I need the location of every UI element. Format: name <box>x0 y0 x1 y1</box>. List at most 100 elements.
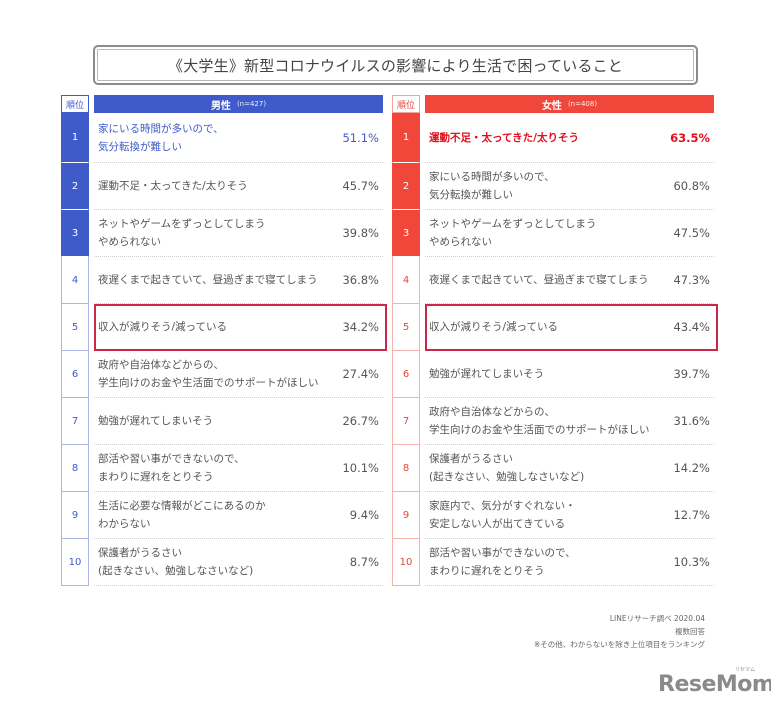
table-row: 3 ネットやゲームをずっとしてしまう やめられない 47.5% <box>392 210 714 257</box>
row-value: 34.2% <box>342 320 379 334</box>
page-title: 《大学生》新型コロナウイルスの影響により生活で困っていること <box>168 56 623 75</box>
row-label: 夜遅くまで起きていて、昼過ぎまで寝てしまう <box>429 274 649 286</box>
row-value: 43.4% <box>673 320 710 334</box>
row-value: 9.4% <box>349 508 379 522</box>
table-row: 6 政府や自治体などからの、 学生向けのお金や生活面でのサポートがほしい 27.4% <box>61 351 383 398</box>
female-ranking-table: 順位 女性 (n=408) 1 運動不足・太ってきた/太りそう 63.5% 2 家にい… <box>392 95 718 586</box>
row-value: 12.7% <box>673 508 710 522</box>
row-value: 39.7% <box>673 367 710 381</box>
row-label: 部活や習い事ができないので、 まわりに遅れをとりそう <box>98 453 245 483</box>
row-value: 31.6% <box>673 414 710 428</box>
rank-cell: 4 <box>61 257 89 304</box>
female-header-label: 女性 <box>541 100 562 112</box>
row-value: 26.7% <box>342 414 379 428</box>
rank-cell: 5 <box>61 304 89 351</box>
table-row: 1 運動不足・太ってきた/太りそう 63.5% <box>392 113 714 163</box>
row-label: 生活に必要な情報がどこにあるのか わからない <box>98 500 266 530</box>
male-header-label: 男性 <box>210 100 231 112</box>
row-value: 14.2% <box>673 461 710 475</box>
row-value: 10.1% <box>342 461 379 475</box>
female-column-header: 女性 (n=408) <box>425 95 714 113</box>
rank-cell: 1 <box>61 113 89 163</box>
table-row: 1 家にいる時間が多いので、 気分転換が難しい 51.1% <box>61 113 383 163</box>
table-row: 8 保護者がうるさい (起きなさい、勉強しなさいなど) 14.2% <box>392 445 714 492</box>
rank-cell: 4 <box>392 257 420 304</box>
table-row: 7 勉強が遅れてしまいそう 26.7% <box>61 398 383 445</box>
row-label: 勉強が遅れてしまいそう <box>429 368 545 380</box>
table-row-highlighted: 5 収入が減りそう/減っている 43.4% <box>392 304 718 351</box>
rank-cell: 3 <box>392 210 420 257</box>
source-note: LINEリサーチ調べ 2020.04 <box>609 614 705 623</box>
ranking-remark: ※その他、わからないを除き上位項目をランキング <box>533 640 705 649</box>
table-row: 10 部活や習い事ができないので、 まわりに遅れをとりそう 10.3% <box>392 539 714 586</box>
table-row-highlighted: 5 収入が減りそう/減っている 34.2% <box>61 304 387 351</box>
logo-ruby: リセマム <box>735 667 756 673</box>
footnotes: LINEリサーチ調べ 2020.04 複数回答 ※その他、わからないを除き上位項… <box>534 612 705 651</box>
row-value: 36.8% <box>342 273 379 287</box>
row-value: 8.7% <box>349 555 379 569</box>
male-ranking-table: 順位 男性 (n=427) 1 家にいる時間が多いので、 気分転換が難しい 51.1… <box>61 95 387 586</box>
row-label: 運動不足・太ってきた/太りそう <box>429 131 579 144</box>
table-row: 7 政府や自治体などからの、 学生向けのお金や生活面でのサポートがほしい 31.6% <box>392 398 714 445</box>
rank-cell: 2 <box>392 163 420 210</box>
table-row: 2 運動不足・太ってきた/太りそう 45.7% <box>61 163 383 210</box>
row-label: 保護者がうるさい (起きなさい、勉強しなさいなど) <box>429 453 585 483</box>
row-label: 家庭内で、気分がすぐれない・ 安定しない人が出てきている <box>429 500 576 530</box>
male-table-header: 順位 男性 (n=427) <box>61 95 383 113</box>
table-row: 4 夜遅くまで起きていて、昼過ぎまで寝てしまう 47.3% <box>392 257 714 304</box>
row-label: 運動不足・太ってきた/太りそう <box>98 180 248 192</box>
row-label: ネットやゲームをずっとしてしまう やめられない <box>429 218 597 248</box>
male-column-header: 男性 (n=427) <box>94 95 383 113</box>
rank-cell: 10 <box>392 539 420 586</box>
row-label: 勉強が遅れてしまいそう <box>98 415 214 427</box>
multiple-answer-note: 複数回答 <box>675 627 705 636</box>
rank-cell: 9 <box>61 492 89 539</box>
table-row: 9 家庭内で、気分がすぐれない・ 安定しない人が出てきている 12.7% <box>392 492 714 539</box>
row-value: 10.3% <box>673 555 710 569</box>
rank-cell: 7 <box>392 398 420 445</box>
table-row: 8 部活や習い事ができないので、 まわりに遅れをとりそう 10.1% <box>61 445 383 492</box>
row-value: 27.4% <box>342 367 379 381</box>
table-row: 3 ネットやゲームをずっとしてしまう やめられない 39.8% <box>61 210 383 257</box>
row-value: 39.8% <box>342 226 379 240</box>
row-value: 47.3% <box>673 273 710 287</box>
rank-cell: 5 <box>392 304 420 351</box>
row-value: 63.5% <box>670 130 710 145</box>
row-label: 家にいる時間が多いので、 気分転換が難しい <box>429 171 555 201</box>
rank-cell: 7 <box>61 398 89 445</box>
row-label: 収入が減りそう/減っている <box>98 321 228 333</box>
rank-cell: 3 <box>61 210 89 257</box>
table-row: 10 保護者がうるさい (起きなさい、勉強しなさいなど) 8.7% <box>61 539 383 586</box>
rank-cell: 6 <box>392 351 420 398</box>
rank-cell: 1 <box>392 113 420 163</box>
title-frame: 《大学生》新型コロナウイルスの影響により生活で困っていること <box>93 45 698 85</box>
row-label: 夜遅くまで起きていて、昼過ぎまで寝てしまう <box>98 274 318 286</box>
rank-cell: 2 <box>61 163 89 210</box>
rank-cell: 6 <box>61 351 89 398</box>
resemom-logo: ReseMom <box>658 672 771 697</box>
rank-column-header: 順位 <box>61 95 89 113</box>
table-row: 4 夜遅くまで起きていて、昼過ぎまで寝てしまう 36.8% <box>61 257 383 304</box>
rank-cell: 10 <box>61 539 89 586</box>
rank-column-header: 順位 <box>392 95 420 113</box>
row-label: 保護者がうるさい (起きなさい、勉強しなさいなど) <box>98 547 254 577</box>
row-value: 47.5% <box>673 226 710 240</box>
row-label: 部活や習い事ができないので、 まわりに遅れをとりそう <box>429 547 576 577</box>
row-label: 収入が減りそう/減っている <box>429 321 559 333</box>
female-table-header: 順位 女性 (n=408) <box>392 95 714 113</box>
rank-cell: 8 <box>392 445 420 492</box>
table-row: 6 勉強が遅れてしまいそう 39.7% <box>392 351 714 398</box>
row-value: 45.7% <box>342 179 379 193</box>
row-label: ネットやゲームをずっとしてしまう やめられない <box>98 218 266 248</box>
female-sample-size: (n=408) <box>567 100 598 108</box>
rank-cell: 9 <box>392 492 420 539</box>
row-label: 政府や自治体などからの、 学生向けのお金や生活面でのサポートがほしい <box>429 406 650 436</box>
row-value: 51.1% <box>342 130 379 145</box>
table-row: 9 生活に必要な情報がどこにあるのか わからない 9.4% <box>61 492 383 539</box>
row-label: 政府や自治体などからの、 学生向けのお金や生活面でのサポートがほしい <box>98 359 319 389</box>
row-value: 60.8% <box>673 179 710 193</box>
rank-cell: 8 <box>61 445 89 492</box>
male-sample-size: (n=427) <box>236 100 267 108</box>
row-label: 家にいる時間が多いので、 気分転換が難しい <box>98 122 224 153</box>
table-row: 2 家にいる時間が多いので、 気分転換が難しい 60.8% <box>392 163 714 210</box>
